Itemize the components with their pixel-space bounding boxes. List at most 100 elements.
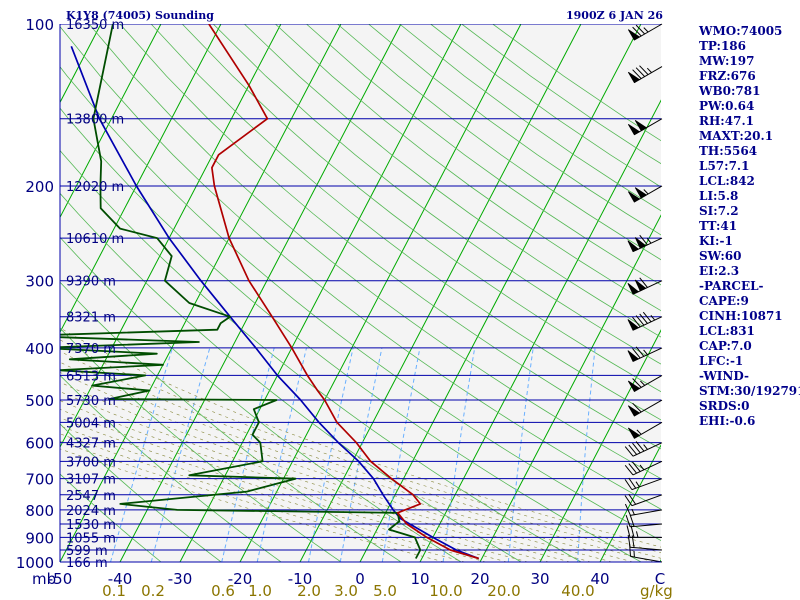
wind-barb [627,23,663,41]
wind-barb [624,503,663,516]
temperature-trace-line [208,24,480,560]
dry-adiabat-line [60,192,522,562]
isotherm-line [60,24,282,449]
pressure-tick-label: 600 [25,435,54,453]
parcel-trace-line [70,45,480,560]
wind-barb [627,399,663,417]
mixing-ratio-tick-label: 0.6 [211,582,235,600]
dry-adiabat-line [60,374,282,562]
sounding-index: LCL:842 [699,174,755,188]
sounding-index: CINH:10871 [699,309,783,323]
sounding-index: WMO:74005 [698,24,782,38]
isotherm-line [179,24,462,562]
height-label: 10610 m [66,232,124,247]
pressure-tick-label: 300 [25,273,54,291]
sounding-index: L57:7.1 [699,159,749,173]
isotherm-line [479,214,661,562]
dry-adiabat-line [150,24,661,421]
wind-barb [627,65,663,84]
wind-barb [627,234,663,253]
sounding-index: SI:7.2 [699,204,739,218]
height-label: 166 m [66,556,108,571]
temperature-tick-label: -10 [288,570,313,588]
sounding-index: MAXT:20.1 [699,129,773,143]
height-label: 3107 m [66,473,116,488]
mixing-ratio-tick-label: 2.0 [297,582,321,600]
height-label: 5730 m [66,394,116,409]
temperature-tick-label: -20 [228,570,253,588]
sounding-index: EHI:-0.6 [699,414,755,428]
sounding-index: TP:186 [699,39,746,53]
height-label: 4327 m [66,437,116,452]
mixing-ratio-tick-label: 40.0 [561,582,594,600]
height-label: 7370 m [66,342,116,357]
isotherm-line [299,24,582,562]
wind-barb [627,118,663,136]
height-label: 13800 m [66,113,124,128]
dry-adiabat-line [60,149,582,562]
chart-title: K1Y8 (74005) Sounding [66,9,214,22]
mixing-ratio-tick-label: 3.0 [334,582,358,600]
mixing-ratio-tick-label: 20.0 [487,582,520,600]
chart-datetime: 1900Z 6 JAN 26 [566,9,663,22]
height-label: 599 m [66,544,108,559]
wind-barb [627,277,663,295]
pressure-tick-label: 100 [25,16,54,34]
isotherm-line [419,99,661,562]
wind-barb [626,525,663,538]
height-label: 9390 m [66,275,116,290]
isotherm-line [239,24,522,562]
sounding-index: MW:197 [699,54,754,68]
height-label: 2547 m [66,489,116,504]
temperature-tick-label: 30 [530,570,549,588]
dry-adiabat-line [60,107,642,562]
pressure-tick-label: 900 [25,529,54,547]
sounding-index: LCL:831 [699,324,755,338]
temperature-tick-label: 10 [410,570,429,588]
temperature-tick-label: C [655,570,665,588]
wind-barb [627,374,663,392]
wind-barb [624,441,663,457]
wind-barb [624,477,663,491]
height-label: 8321 m [66,311,116,326]
sounding-index: CAP:7.0 [699,339,752,353]
sounding-index: WB0:781 [698,84,760,98]
sounding-index: STM:30/1927913 [699,384,800,398]
sounding-index: TT:41 [699,219,737,233]
isotherm-line [539,329,661,562]
isotherm-line [60,24,342,562]
mixing-ratio-tick-label: 0.1 [102,582,126,600]
dry-adiabat-line [60,423,222,562]
sounding-index: PW:0.64 [699,99,754,113]
plot-area [60,24,661,562]
dry-adiabat-line [60,236,462,562]
dry-adiabat-line [181,24,661,393]
sounding-index: SRDS:0 [699,399,750,413]
sounding-index: RH:47.1 [699,114,754,128]
height-label: 1530 m [66,518,116,533]
pressure-tick-label: 800 [25,502,54,520]
dry-adiabat-line [212,24,661,365]
dry-adiabat-line [60,66,661,542]
sounding-index: TH:5564 [699,144,757,158]
wind-barb [627,346,663,362]
dewpoint-trace-line [60,24,422,559]
temperature-tick-label: -50 [48,570,73,588]
dry-adiabat-line [306,24,661,286]
temperature-tick-label: -30 [168,570,193,588]
sounding-index: EI:2.3 [699,264,739,278]
temperature-tick-label: 20 [470,570,489,588]
height-label: 6513 m [66,369,116,384]
sounding-index: -WIND- [699,369,749,383]
wind-barb [627,421,663,439]
sounding-index: LI:5.8 [699,189,738,203]
dry-adiabat-line [60,473,162,562]
isotherm-line [60,24,162,219]
sounding-index: FRZ:676 [699,69,756,83]
height-label: 5004 m [66,416,116,431]
sounding-index: CAPE:9 [699,294,749,308]
dry-adiabat-line [60,25,661,510]
pressure-unit-label: mb [32,570,56,588]
dry-adiabat-line [244,24,661,338]
mixing-ratio-unit-label: g/kg [640,582,673,600]
